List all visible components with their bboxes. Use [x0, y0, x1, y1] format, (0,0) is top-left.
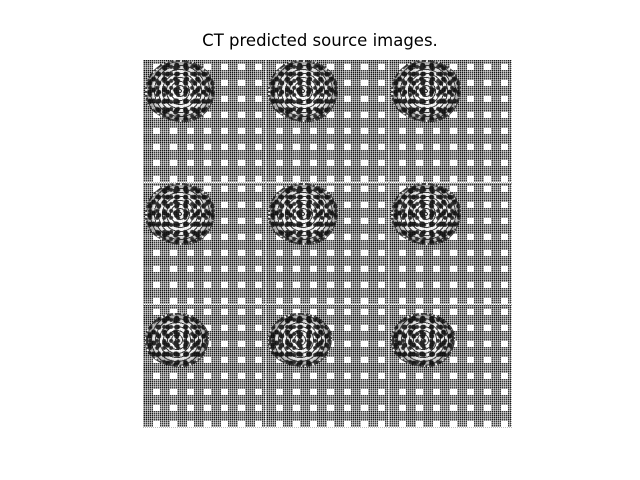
ct-slice [268, 182, 338, 245]
image-tile-r2-c3 [389, 182, 512, 306]
image-tile-r3-c1 [143, 305, 266, 428]
image-tile-r3-c3 [389, 305, 512, 428]
ct-slice [391, 60, 461, 122]
image-grid [143, 60, 512, 428]
image-tile-r1-c3 [389, 60, 512, 183]
ct-slice [268, 60, 338, 122]
ct-slice [391, 182, 461, 245]
ct-slice [145, 182, 215, 245]
image-tile-r1-c2 [266, 60, 389, 183]
ct-slice [145, 60, 215, 122]
image-tile-r2-c2 [266, 182, 389, 306]
image-tile-r1-c1 [143, 60, 266, 183]
image-tile-r2-c1 [143, 182, 266, 306]
figure-title: CT predicted source images. [202, 31, 438, 50]
ct-slice [268, 313, 332, 368]
ct-slice [391, 313, 455, 368]
image-tile-r3-c2 [266, 305, 389, 428]
ct-slice [145, 313, 209, 368]
